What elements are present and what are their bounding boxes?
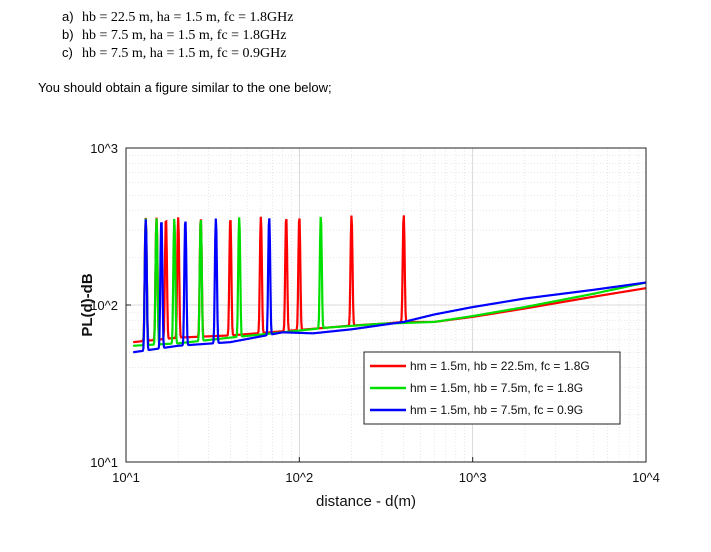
series-line-3 bbox=[133, 218, 647, 354]
y-axis-label: PL(d)-dB bbox=[79, 273, 96, 336]
legend-box bbox=[363, 351, 621, 425]
list-label: b) bbox=[62, 27, 74, 42]
x-axis-label: distance - d(m) bbox=[316, 493, 416, 510]
list-text: hb = 7.5 m, ha = 1.5 m, fc = 0.9GHz bbox=[82, 46, 287, 61]
list-text: hb = 7.5 m, ha = 1.5 m, fc = 1.8GHz bbox=[82, 28, 287, 43]
list-label: a) bbox=[62, 9, 74, 24]
x-tick-label: 10^3 bbox=[459, 470, 487, 485]
x-tick-label: 10^4 bbox=[632, 470, 660, 485]
x-tick-label: 10^2 bbox=[285, 470, 313, 485]
legend-entry: hm = 1.5m, hb = 7.5m, fc = 1.8G bbox=[410, 381, 583, 395]
y-tick-label: 10^3 bbox=[90, 141, 118, 156]
intro-text: You should obtain a figure similar to th… bbox=[38, 80, 332, 95]
parameter-list: a) hb = 22.5 m, ha = 1.5 m, fc = 1.8GHz b… bbox=[62, 8, 294, 62]
list-item: a) hb = 22.5 m, ha = 1.5 m, fc = 1.8GHz bbox=[62, 8, 294, 26]
list-text: hb = 22.5 m, ha = 1.5 m, fc = 1.8GHz bbox=[82, 10, 294, 25]
list-label: c) bbox=[62, 45, 73, 60]
y-tick-label: 10^1 bbox=[90, 455, 118, 470]
y-tick-label: 10^2 bbox=[90, 298, 118, 313]
x-tick-label: 10^1 bbox=[112, 470, 140, 485]
list-item: c) hb = 7.5 m, ha = 1.5 m, fc = 0.9GHz bbox=[62, 44, 294, 62]
legend-entry: hm = 1.5m, hb = 7.5m, fc = 0.9G bbox=[410, 403, 583, 417]
list-item: b) hb = 7.5 m, ha = 1.5 m, fc = 1.8GHz bbox=[62, 26, 294, 44]
legend-entry: hm = 1.5m, hb = 22.5m, fc = 1.8G bbox=[410, 359, 590, 373]
